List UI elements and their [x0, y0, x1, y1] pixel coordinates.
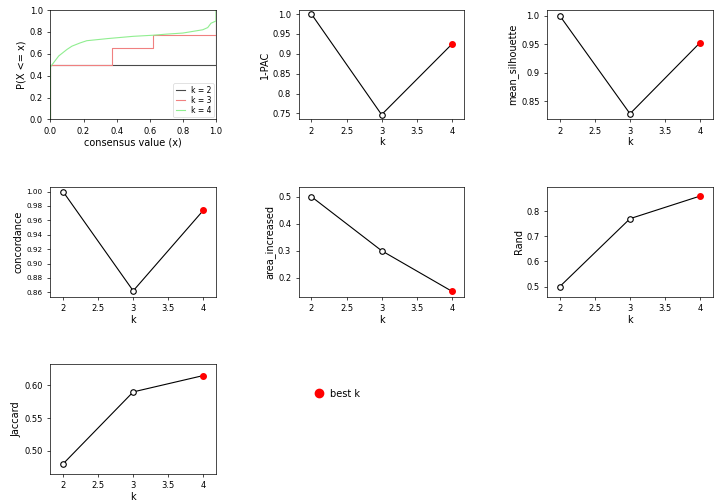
k = 3	[200, 32, 209, 38]
k = 4	[104, 35, 112, 41]
k = 3	[107, 45, 116, 51]
k = 4	[212, 7, 220, 13]
Y-axis label: 1-PAC: 1-PAC	[260, 50, 270, 79]
k = 3	[212, 7, 220, 13]
k = 4	[63, 46, 71, 52]
k = 4	[83, 38, 91, 44]
Line: k = 2: k = 2	[50, 10, 216, 119]
Y-axis label: mean_silhouette: mean_silhouette	[508, 24, 518, 105]
k = 4	[46, 64, 55, 70]
Y-axis label: Rand: Rand	[513, 229, 523, 255]
X-axis label: k: k	[379, 138, 384, 148]
Legend: k = 2, k = 3, k = 4: k = 2, k = 3, k = 4	[174, 83, 214, 117]
Line: k = 3: k = 3	[50, 10, 216, 119]
k = 3	[46, 116, 55, 122]
X-axis label: k: k	[379, 314, 384, 325]
k = 4	[162, 31, 171, 37]
k = 4	[149, 32, 158, 38]
k = 4	[68, 43, 76, 49]
k = 3	[149, 45, 158, 51]
Line: k = 4: k = 4	[50, 10, 216, 119]
k = 3	[212, 32, 220, 38]
k = 4	[212, 18, 220, 24]
k = 4	[55, 53, 63, 59]
Y-axis label: area_increased: area_increased	[264, 205, 275, 279]
k = 3	[200, 32, 209, 38]
k = 2	[200, 61, 209, 68]
k = 4	[204, 25, 212, 31]
X-axis label: consensus value (x): consensus value (x)	[84, 138, 182, 148]
k = 4	[129, 33, 138, 39]
k = 4	[199, 27, 207, 33]
k = 4	[179, 30, 187, 36]
Y-axis label: P(X <= x): P(X <= x)	[17, 40, 27, 89]
k = 2	[46, 116, 55, 122]
k = 3	[107, 61, 116, 68]
X-axis label: k: k	[130, 314, 136, 325]
Y-axis label: concordance: concordance	[14, 211, 24, 273]
k = 3	[149, 32, 158, 38]
k = 2	[212, 61, 220, 68]
k = 3	[46, 61, 55, 68]
X-axis label: k: k	[627, 138, 633, 148]
X-axis label: k: k	[627, 314, 633, 325]
k = 2	[46, 61, 55, 68]
Legend: best k: best k	[312, 386, 364, 402]
k = 4	[207, 20, 215, 26]
k = 4	[76, 40, 84, 46]
k = 2	[212, 7, 220, 13]
Y-axis label: Jaccard: Jaccard	[12, 401, 22, 437]
k = 2	[200, 61, 209, 68]
X-axis label: k: k	[130, 492, 136, 502]
k = 4	[46, 116, 55, 122]
